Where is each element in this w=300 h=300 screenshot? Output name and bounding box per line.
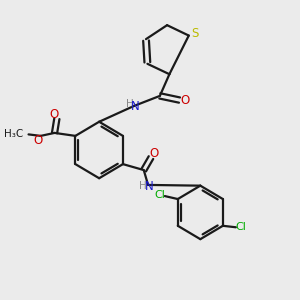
Text: O: O bbox=[50, 108, 58, 121]
Text: N: N bbox=[131, 100, 140, 113]
Text: H: H bbox=[139, 182, 147, 191]
Text: H₃C: H₃C bbox=[4, 129, 23, 139]
Text: O: O bbox=[181, 94, 190, 106]
Text: S: S bbox=[191, 27, 199, 40]
Text: Cl: Cl bbox=[154, 190, 165, 200]
Text: O: O bbox=[149, 147, 158, 160]
Text: O: O bbox=[33, 134, 42, 147]
Text: Cl: Cl bbox=[236, 222, 247, 232]
Text: N: N bbox=[145, 180, 154, 193]
Text: H: H bbox=[126, 99, 134, 109]
